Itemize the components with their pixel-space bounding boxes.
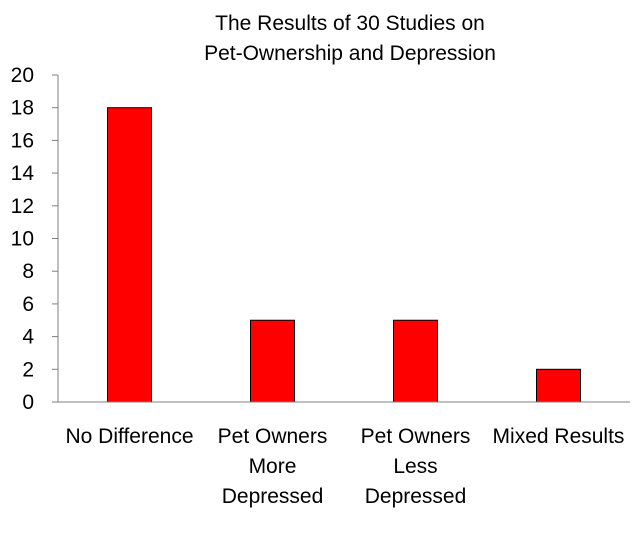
bar-2 xyxy=(393,319,438,403)
x-category-label: No Difference xyxy=(50,422,210,452)
y-tick-label: 16 xyxy=(11,129,34,152)
bar-1 xyxy=(250,319,295,403)
bars xyxy=(107,107,581,403)
y-tick-label: 20 xyxy=(11,64,34,87)
x-category-label: Pet Owners Less Depressed xyxy=(336,422,496,512)
y-tick-label: 18 xyxy=(11,97,34,120)
chart-title-line-1: The Results of 30 Studies on xyxy=(215,12,485,35)
chart-title-line-2: Pet-Ownership and Depression xyxy=(204,42,496,65)
bar-0 xyxy=(107,107,152,403)
y-tick-label: 8 xyxy=(22,260,34,283)
x-category-label-line: More xyxy=(248,455,297,478)
x-category-label-line: Mixed Results xyxy=(492,425,625,448)
x-category-label: Pet Owners More Depressed xyxy=(193,422,353,512)
y-tick-label: 14 xyxy=(11,162,35,185)
y-tick-label: 4 xyxy=(22,326,34,349)
x-category-label-line: Pet Owners xyxy=(217,425,328,448)
bar-3 xyxy=(536,368,581,403)
y-tick-label: 12 xyxy=(11,195,34,218)
x-category-label-line: Less xyxy=(393,455,438,478)
y-tick-label: 2 xyxy=(22,358,34,381)
x-category-label: Mixed Results xyxy=(479,422,639,452)
x-category-label-line: No Difference xyxy=(65,425,194,448)
y-tick-label: 6 xyxy=(22,293,34,316)
x-category-label-line: Depressed xyxy=(221,485,324,508)
chart-title: The Results of 30 Studies on Pet-Ownersh… xyxy=(0,9,639,69)
y-axis: 0 2 4 6 8 10 12 14 16 18 20 xyxy=(11,64,59,414)
x-category-label-line: Pet Owners xyxy=(360,425,471,448)
y-tick-label: 10 xyxy=(11,228,34,251)
x-category-label-line: Depressed xyxy=(364,485,467,508)
y-tick-label: 0 xyxy=(22,391,34,414)
